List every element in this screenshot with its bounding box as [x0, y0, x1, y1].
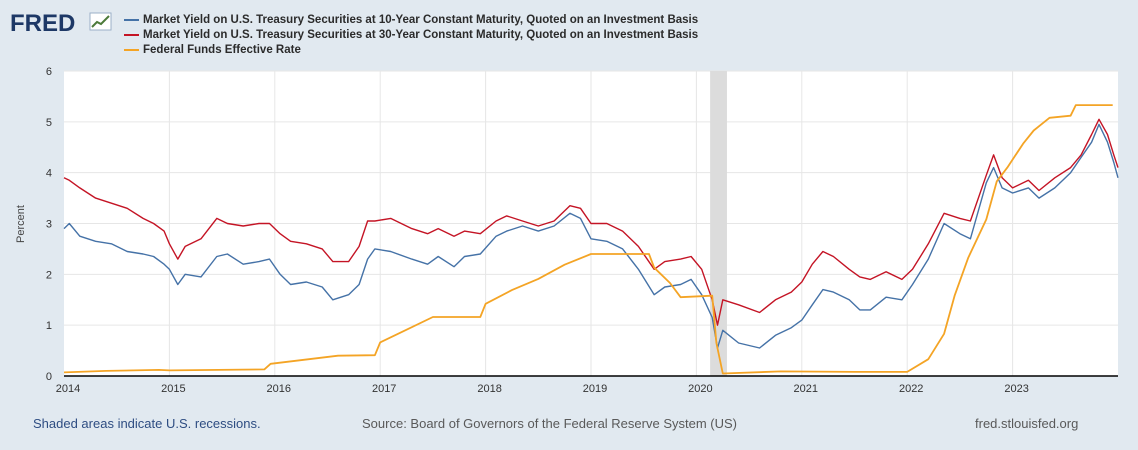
recession-note: Shaded areas indicate U.S. recessions.	[33, 416, 261, 431]
legend-swatch-30-year	[124, 33, 139, 36]
y-tick-label: 3	[46, 219, 52, 231]
legend-label-fed-funds: Federal Funds Effective Rate	[143, 43, 301, 56]
series-fed-funds-line	[63, 104, 1113, 375]
x-tick-label: 2016	[267, 383, 291, 395]
x-tick-label: 2014	[56, 383, 80, 395]
x-axis-ticks: 2014 2015 2016 2017 2018 2019 2020 2021 2022 2023	[56, 383, 1029, 395]
recession-band	[710, 71, 727, 376]
x-tick-label: 2021	[794, 383, 818, 395]
y-tick-label: 2	[46, 269, 52, 281]
series-lines	[63, 104, 1119, 375]
series-10-year-line	[63, 123, 1119, 349]
svg-text:FRED: FRED	[10, 10, 75, 37]
legend-item-30-year[interactable]: Market Yield on U.S. Treasury Securities…	[124, 27, 698, 42]
y-tick-label: 1	[46, 320, 52, 332]
recession-shading	[710, 71, 727, 376]
x-tick-label: 2022	[899, 383, 923, 395]
fred-logo-chart-icon	[89, 12, 112, 31]
series-30-year-line	[63, 118, 1119, 326]
legend-item-fed-funds[interactable]: Federal Funds Effective Rate	[124, 42, 698, 57]
y-axis-label: Percent	[15, 205, 27, 243]
legend-swatch-fed-funds	[124, 48, 139, 51]
y-tick-label: 6	[46, 66, 52, 78]
source-note: Source: Board of Governors of the Federa…	[362, 416, 737, 431]
x-tick-label: 2017	[372, 383, 396, 395]
line-chart: 0 1 2 3 4 5 6 2014 2015 2016 2017 2018 2019 2020 2021…	[15, 66, 1119, 395]
fred-logo: FRED	[10, 10, 112, 37]
grid-lines	[64, 70, 1118, 376]
x-tick-label: 2020	[688, 383, 712, 395]
legend-label-10-year: Market Yield on U.S. Treasury Securities…	[143, 13, 699, 26]
site-link[interactable]: fred.stlouisfed.org	[975, 416, 1079, 431]
chart-legend: Market Yield on U.S. Treasury Securities…	[124, 12, 698, 57]
x-tick-label: 2018	[477, 383, 501, 395]
y-tick-label: 0	[46, 371, 52, 383]
legend-item-10-year[interactable]: Market Yield on U.S. Treasury Securities…	[124, 12, 698, 27]
x-tick-label: 2019	[583, 383, 607, 395]
y-tick-label: 5	[46, 117, 52, 129]
y-tick-label: 4	[46, 168, 52, 180]
x-tick-label: 2015	[161, 383, 185, 395]
legend-swatch-10-year	[124, 18, 139, 21]
legend-label-30-year: Market Yield on U.S. Treasury Securities…	[143, 28, 699, 41]
y-axis-ticks: 0 1 2 3 4 5 6	[46, 66, 52, 383]
x-tick-label: 2023	[1004, 383, 1028, 395]
